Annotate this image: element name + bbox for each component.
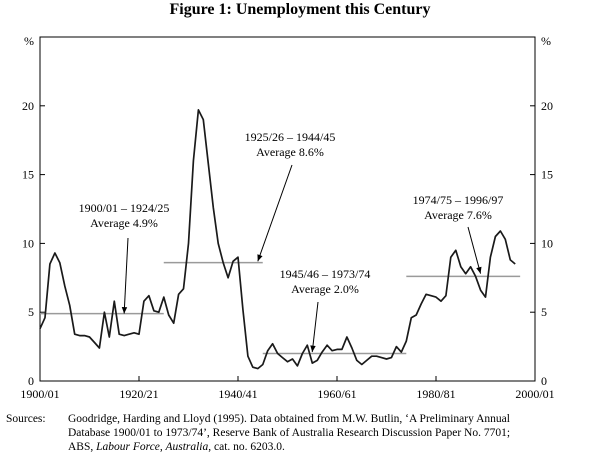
annotation-arrowhead-1 bbox=[121, 306, 128, 314]
sources-line-2: Database 1900/01 to 1973/74’, Reserve Ba… bbox=[68, 427, 511, 439]
annotation-arrowhead-4 bbox=[476, 266, 482, 274]
annotation-period-1: 1900/01 – 1924/25 bbox=[79, 201, 170, 215]
annotation-arrow-1 bbox=[123, 237, 129, 314]
unemployment-series-line bbox=[39, 109, 516, 370]
plot-frame bbox=[39, 36, 536, 382]
x-tick-label: 2000/01 bbox=[515, 387, 554, 401]
annotation-average-3: Average 2.0% bbox=[291, 282, 359, 296]
sources-line-3-suffix: , cat. no. 6203.0. bbox=[208, 441, 285, 453]
annotation-arrowhead-3 bbox=[310, 345, 316, 353]
y-axis-unit-right: % bbox=[541, 34, 551, 48]
annotation-period-3: 1945/46 – 1973/74 bbox=[280, 267, 371, 281]
y-tick-label-left: 0 bbox=[28, 374, 34, 388]
y-tick-label-left: 5 bbox=[28, 305, 34, 319]
unemployment-chart: 0 0 5 5 10 10 15 15 20 20% % 1900/01 1920/21 1940/41 1… bbox=[20, 34, 554, 401]
y-tick-label-right: 20 bbox=[541, 99, 553, 113]
annotation-average-2: Average 8.6% bbox=[256, 145, 324, 159]
annotation-period-2: 1925/26 – 1944/45 bbox=[245, 130, 336, 144]
y-tick-label-right: 15 bbox=[541, 168, 553, 182]
y-tick-label-right: 5 bbox=[541, 305, 547, 319]
sources-line-1: Goodridge, Harding and Lloyd (1995). Dat… bbox=[68, 413, 510, 425]
x-tick-label: 1980/81 bbox=[416, 387, 455, 401]
annotation-arrowhead-2 bbox=[257, 254, 263, 262]
sources-line-3: ABS, Labour Force, Australia, cat. no. 6… bbox=[68, 440, 596, 454]
y-tick-label-right: 0 bbox=[541, 374, 547, 388]
sources-line-3-prefix: ABS, bbox=[68, 441, 97, 453]
annotation-arrow-2 bbox=[257, 164, 293, 262]
annotation-average-4: Average 7.6% bbox=[424, 208, 492, 222]
y-axis-unit-left: % bbox=[24, 34, 34, 48]
x-tick-label: 1940/41 bbox=[218, 387, 257, 401]
x-tick-label: 1920/21 bbox=[119, 387, 158, 401]
annotation-arrow-4 bbox=[467, 226, 482, 274]
x-tick-label: 1960/61 bbox=[317, 387, 356, 401]
chart-title: Figure 1: Unemployment this Century bbox=[169, 1, 431, 18]
sources-line-3-italic: Labour Force, Australia bbox=[96, 441, 209, 453]
y-tick-label-left: 20 bbox=[22, 99, 34, 113]
y-tick-label-left: 15 bbox=[22, 168, 34, 182]
annotation-average-1: Average 4.9% bbox=[90, 216, 158, 230]
sources-label: Sources: bbox=[6, 413, 46, 425]
annotation-period-4: 1974/75 – 1996/97 bbox=[413, 193, 504, 207]
x-tick-label: 1900/01 bbox=[20, 387, 59, 401]
y-tick-label-left: 10 bbox=[22, 236, 34, 250]
y-tick-label-right: 10 bbox=[541, 236, 553, 250]
annotation-arrow-3 bbox=[311, 301, 319, 353]
